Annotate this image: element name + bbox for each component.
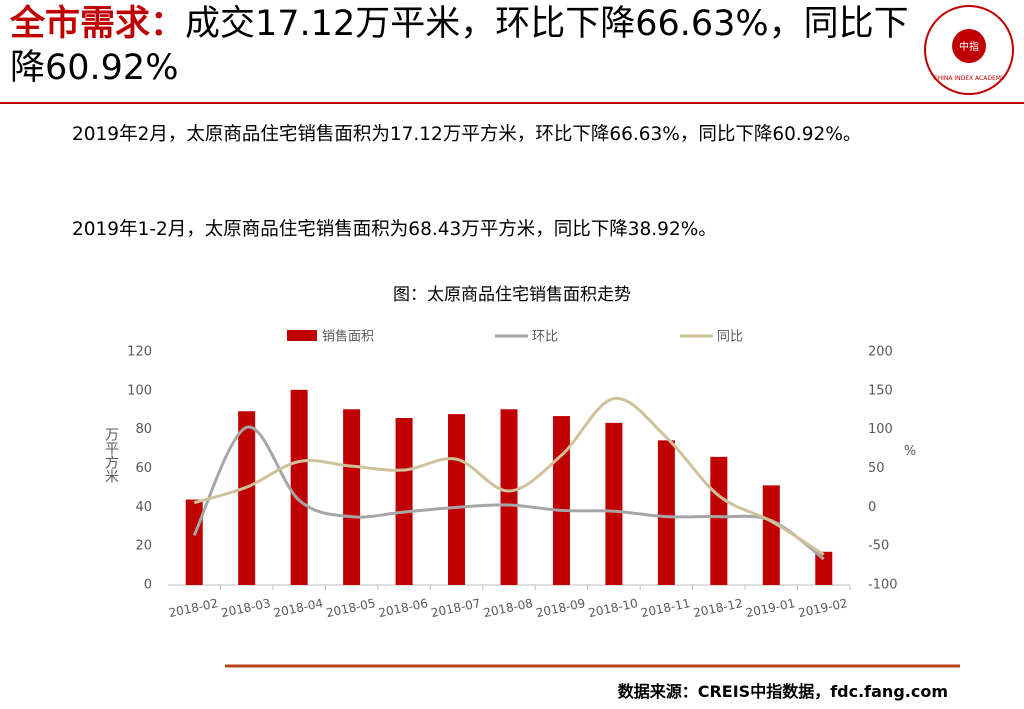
logo-caption: CHINA INDEX ACADEMY (933, 75, 1005, 82)
y-tick-label: 80 (135, 422, 152, 437)
y-tick-label: 0 (144, 578, 152, 593)
bar (710, 456, 728, 585)
y-tick-label: 20 (135, 539, 152, 554)
headline-label: 全市需求： (10, 4, 186, 44)
x-tick-label: 2018-10 (587, 596, 639, 620)
bar (448, 414, 466, 585)
y-tick-label: 60 (135, 461, 152, 476)
bar (762, 485, 780, 585)
x-tick-label: 2018-06 (377, 596, 429, 620)
y-axis-label: 万平方米 (103, 427, 119, 483)
logo-ring (924, 5, 1014, 95)
bar (815, 551, 833, 585)
x-tick-label: 2018-05 (325, 596, 377, 620)
line (193, 397, 825, 556)
bar (657, 440, 675, 585)
x-tick-label: 2018-03 (220, 596, 272, 620)
y2-tick-label: 200 (868, 345, 893, 360)
x-tick-label: 2018-12 (692, 596, 744, 620)
headline-text: 成交17.12万平米，环比下降66.63%，同比下降60.92% (10, 4, 909, 88)
legend-label: 销售面积 (322, 329, 374, 345)
chart-title: 图：太原商品住宅销售面积走势 (393, 285, 631, 305)
x-tick-label: 2018-07 (430, 596, 482, 620)
y2-axis-label: % (904, 444, 916, 459)
x-tick-label: 2018-02 (167, 596, 219, 620)
bar (290, 389, 308, 585)
bar (500, 409, 518, 585)
bar (238, 411, 256, 585)
y2-tick-label: 150 (868, 383, 893, 398)
x-tick-label: 2018-11 (640, 596, 692, 620)
y2-tick-label: 50 (868, 461, 885, 476)
source-note: 数据来源：CREIS中指数据，fdc.fang.com (617, 682, 948, 701)
logo-disc (952, 29, 986, 63)
paragraph: 2019年1-2月，太原商品住宅销售面积为68.43万平方米，同比下降38.92… (72, 219, 717, 240)
line (192, 425, 825, 561)
y2-tick-label: -100 (868, 578, 898, 593)
y2-tick-label: -50 (868, 539, 889, 554)
bar (605, 422, 623, 585)
x-tick-label: 2018-04 (272, 596, 324, 620)
legend-swatch (287, 330, 317, 341)
y-tick-label: 40 (135, 500, 152, 515)
bar (343, 409, 361, 585)
bar (552, 416, 570, 585)
y2-tick-label: 100 (868, 422, 893, 437)
header-rule (0, 102, 1024, 104)
logo-text: 中指 (959, 40, 979, 53)
x-tick-label: 2019-01 (744, 596, 796, 620)
x-tick-label: 2019-02 (797, 596, 849, 620)
logo: 中指 CHINA INDEX ACADEMY (924, 5, 1014, 95)
bar (185, 499, 203, 585)
legend-label: 同比 (717, 330, 743, 345)
y-tick-label: 120 (127, 345, 152, 360)
headline: 全市需求：成交17.12万平米，环比下降66.63%，同比下降60.92% (10, 2, 910, 90)
x-tick-label: 2018-08 (482, 596, 534, 620)
bar (395, 418, 413, 585)
y-tick-label: 100 (127, 383, 152, 398)
y2-tick-label: 0 (868, 500, 876, 515)
legend-label: 环比 (532, 330, 558, 345)
paragraph: 2019年2月，太原商品住宅销售面积为17.12万平方米，环比下降66.63%，… (72, 124, 862, 145)
x-tick-label: 2018-09 (535, 596, 587, 620)
